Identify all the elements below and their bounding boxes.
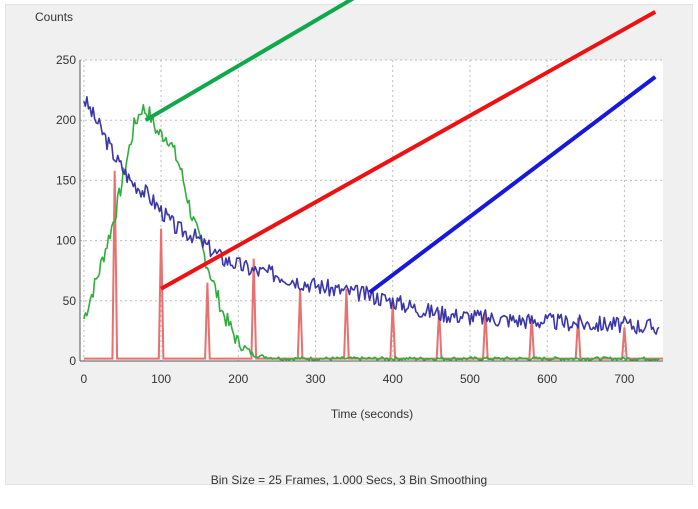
y-tick-label: 150 bbox=[56, 173, 76, 187]
series-green-line bbox=[83, 104, 660, 362]
pointer-line-red bbox=[160, 10, 657, 291]
plot-area: 0 50 100 150 200 250 0 100 200 300 400 500 600 700 bbox=[56, 0, 663, 386]
x-tick-label: 700 bbox=[614, 372, 634, 386]
y-tick-label: 200 bbox=[56, 113, 76, 127]
x-tick-label: 600 bbox=[537, 372, 557, 386]
x-tick-label: 100 bbox=[151, 372, 171, 386]
x-tick-label: 300 bbox=[306, 372, 326, 386]
x-axis-title: Time (seconds) bbox=[331, 407, 413, 421]
pointer-line-blue bbox=[368, 75, 657, 294]
x-tick-label: 400 bbox=[383, 372, 403, 386]
y-tick-label: 50 bbox=[63, 294, 77, 308]
y-axis-title: Counts bbox=[35, 10, 73, 24]
x-tick-label: 200 bbox=[228, 372, 248, 386]
x-tick-label: 0 bbox=[81, 372, 88, 386]
bin-size-caption: Bin Size = 25 Frames, 1.000 Secs, 3 Bin … bbox=[210, 473, 488, 487]
y-tick-label: 100 bbox=[56, 234, 76, 248]
y-tick-label: 250 bbox=[56, 53, 76, 67]
plot-background bbox=[80, 60, 663, 361]
y-tick-label: 0 bbox=[69, 354, 76, 368]
x-tick-label: 500 bbox=[460, 372, 480, 386]
pointer-line-green bbox=[144, 0, 355, 122]
